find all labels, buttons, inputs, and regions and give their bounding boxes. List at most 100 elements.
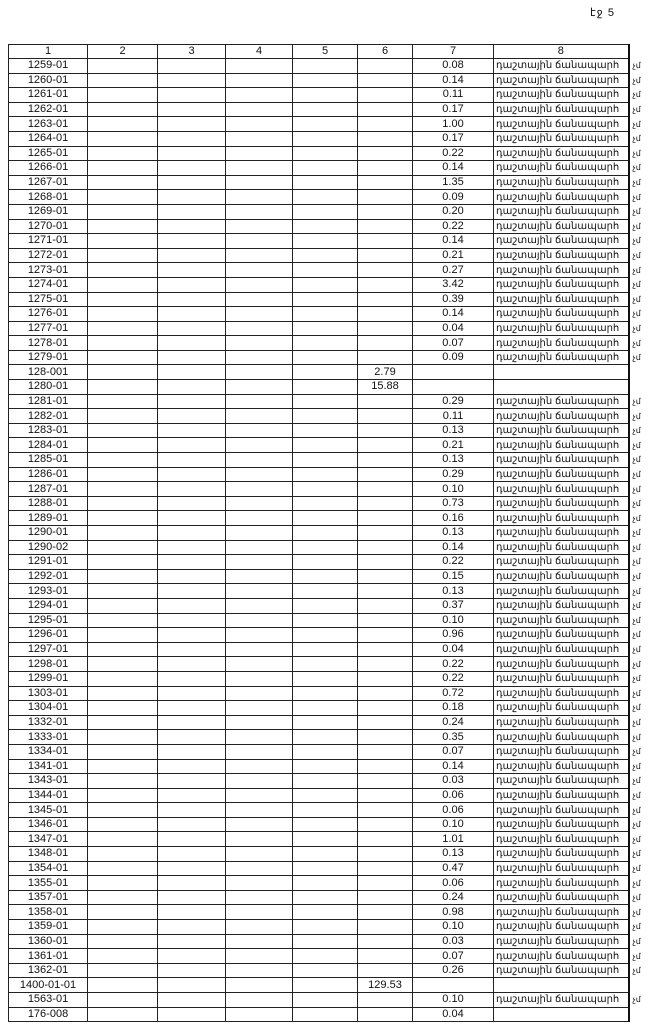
area-col7-cell: 0.13 (412, 583, 494, 599)
area-col6-cell (357, 101, 413, 118)
cell-4 (225, 364, 293, 381)
area-col6-cell: 129.53 (357, 977, 413, 993)
cell-4 (225, 189, 293, 205)
area-col7-cell: 0.14 (412, 233, 494, 249)
area-col7-cell: 0.13 (412, 452, 494, 468)
cell-2 (87, 247, 158, 264)
parcel-id-cell: 1294-01 (8, 597, 88, 614)
land-type-cell: դաշտային ճանապարհ (493, 875, 630, 891)
area-col7-cell: 0.14 (412, 72, 494, 89)
cell-3 (157, 729, 226, 745)
side-mark: չմ (632, 192, 641, 202)
cell-2 (87, 495, 158, 512)
cell-2 (87, 379, 158, 395)
parcel-id-cell: 1280-01 (8, 379, 88, 395)
area-col6-cell (357, 130, 413, 147)
cell-5 (292, 87, 358, 103)
area-col6-cell (357, 656, 413, 672)
area-col7-cell: 0.07 (412, 743, 494, 760)
parcel-id-cell: 1259-01 (8, 58, 88, 74)
land-type-cell: դաշտային ճանապարհ (493, 685, 630, 702)
land-type-cell: դաշտային ճանապարհ (493, 58, 630, 74)
area-col7-cell: 0.39 (412, 291, 494, 308)
parcel-id-cell: 1358-01 (8, 904, 88, 921)
col-header-2: 2 (87, 44, 158, 59)
land-type-cell: դաշտային ճանապարհ (493, 831, 630, 848)
parcel-id-cell: 1291-01 (8, 554, 88, 570)
land-type-cell: դաշտային ճանապարհ (493, 860, 630, 877)
land-type-cell: դաշտային ճանապարհ (493, 948, 630, 964)
area-col6-cell (357, 641, 413, 658)
table-row: 1272-01 0.21 դաշտային ճանապարհ չմ (8, 247, 649, 264)
area-col7-cell: 0.16 (412, 510, 494, 526)
parcel-id-cell: 1267-01 (8, 174, 88, 191)
cell-2 (87, 422, 158, 439)
cell-2 (87, 393, 158, 410)
cell-4 (225, 992, 293, 1008)
land-type-cell: դաշտային ճանապարհ (493, 714, 630, 731)
side-mark: չմ (632, 221, 641, 231)
cell-5 (292, 466, 358, 483)
parcel-id-cell: 1362-01 (8, 962, 88, 979)
cell-5 (292, 875, 358, 891)
table-row: 1285-01 0.13 դաշտային ճանապարհ չմ (8, 452, 649, 468)
cell-4 (225, 233, 293, 249)
cell-4 (225, 656, 293, 672)
cell-2 (87, 218, 158, 235)
land-type-cell (493, 379, 630, 395)
land-type-cell: դաշտային ճանապարհ (493, 87, 630, 103)
side-mark: չմ (632, 207, 641, 217)
cell-3 (157, 87, 226, 103)
cell-2 (87, 160, 158, 176)
cell-3 (157, 189, 226, 205)
cell-5 (292, 948, 358, 964)
cell-2 (87, 846, 158, 862)
cell-3 (157, 670, 226, 687)
cell-3 (157, 627, 226, 643)
side-mark: չմ (632, 309, 641, 319)
side-mark: չմ (632, 513, 641, 523)
cell-3 (157, 481, 226, 497)
cell-5 (292, 247, 358, 264)
cell-3 (157, 641, 226, 658)
cell-2 (87, 977, 158, 993)
parcel-id-cell: 1268-01 (8, 189, 88, 205)
cell-3 (157, 933, 226, 950)
cell-5 (292, 685, 358, 702)
land-type-cell: դաշտային ճանապարհ (493, 889, 630, 906)
cell-2 (87, 583, 158, 599)
land-type-cell: դաշտային ճանապարհ (493, 481, 630, 497)
cell-3 (157, 846, 226, 862)
parcel-id-cell: 1359-01 (8, 919, 88, 935)
table-row: 1296-01 0.96 դաշտային ճանապարհ չմ (8, 627, 649, 643)
area-col7-cell: 0.14 (412, 306, 494, 322)
side-mark: չմ (632, 61, 641, 71)
table-row: 1291-01 0.22 դաշտային ճանապարհ չմ (8, 554, 649, 570)
land-type-cell: դաշտային ճանապարհ (493, 291, 630, 308)
side-mark: չմ (632, 236, 641, 246)
cell-5 (292, 743, 358, 760)
cell-4 (225, 773, 293, 789)
side-mark: չմ (632, 834, 641, 844)
area-col7-cell: 0.47 (412, 860, 494, 877)
cell-4 (225, 393, 293, 410)
cell-3 (157, 58, 226, 74)
area-col7-cell: 0.14 (412, 160, 494, 176)
area-col6-cell (357, 846, 413, 862)
cell-5 (292, 992, 358, 1008)
table-row: 1266-01 0.14 դաշտային ճանապարհ չմ (8, 160, 649, 176)
cell-2 (87, 568, 158, 585)
parcel-id-cell: 1275-01 (8, 291, 88, 308)
cell-2 (87, 714, 158, 731)
cell-5 (292, 379, 358, 395)
cell-3 (157, 160, 226, 176)
cell-3 (157, 349, 226, 366)
parcel-id-cell: 1332-01 (8, 714, 88, 731)
side-mark: չմ (632, 455, 641, 465)
area-col6-cell (357, 233, 413, 249)
table-row: 1360-01 0.03 դաշտային ճանապարհ չմ (8, 933, 649, 950)
cell-5 (292, 58, 358, 74)
parcel-table: 1 2 3 4 5 6 7 8 1259-01 0.08 դաշտային ճանա… (8, 44, 649, 1023)
cell-2 (87, 145, 158, 162)
table-row: 1261-01 0.11 դաշտային ճանապարհ չմ (8, 87, 649, 103)
